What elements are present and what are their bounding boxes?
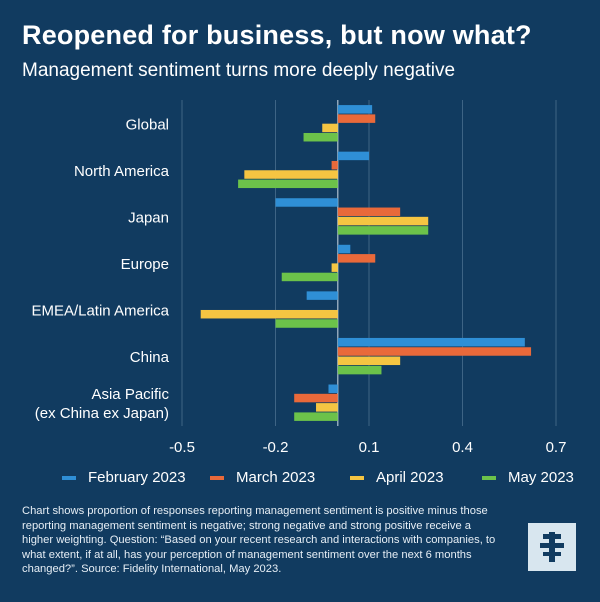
x-tick-label: -0.2 <box>263 439 289 456</box>
bar-april-2023 <box>337 356 401 366</box>
bar-february-2023 <box>337 105 373 114</box>
bar-may-2023 <box>281 272 338 282</box>
footnote: Chart shows proportion of responses repo… <box>22 505 496 576</box>
legend-item-february: February 2023 <box>62 469 186 486</box>
legend-swatch <box>350 475 364 480</box>
bar-april-2023 <box>322 123 338 133</box>
x-tick-label: -0.5 <box>169 439 195 456</box>
legend-swatch <box>482 475 496 480</box>
bar-chart: Global North America Japan Europe EMEA/Latin… <box>31 100 567 456</box>
bar-april-2023 <box>337 216 429 226</box>
bar-march-2023 <box>337 114 376 123</box>
bar-march-2023 <box>331 160 338 170</box>
legend-item-may: May 2023 <box>482 469 574 486</box>
legend-label: February 2023 <box>88 469 186 486</box>
category-label: (ex China ex Japan) <box>35 405 169 422</box>
bar-february-2023 <box>337 337 525 347</box>
bar-march-2023 <box>337 207 401 217</box>
legend: February 2023 March 2023 April 2023 May … <box>62 469 582 491</box>
legend-swatch <box>62 475 76 480</box>
category-label: China <box>130 349 170 366</box>
category-label: Europe <box>121 256 169 273</box>
bar-april-2023 <box>331 263 338 272</box>
chart-title: Reopened for business, but now what? <box>22 20 532 50</box>
bar-may-2023 <box>275 319 338 328</box>
bar-april-2023 <box>244 170 338 179</box>
bar-march-2023 <box>337 254 376 263</box>
category-label: EMEA/Latin America <box>31 303 169 320</box>
bar-march-2023 <box>294 393 338 403</box>
bar-february-2023 <box>275 198 338 207</box>
bar-february-2023 <box>306 291 338 300</box>
bar-february-2023 <box>328 384 338 394</box>
category-label: North America <box>74 163 170 180</box>
bar-february-2023 <box>337 244 351 254</box>
bar-may-2023 <box>337 365 382 375</box>
bar-march-2023 <box>337 347 532 356</box>
fidelity-logo-icon <box>528 523 576 571</box>
bar-april-2023 <box>200 309 338 319</box>
legend-swatch <box>210 475 224 480</box>
bar-february-2023 <box>337 151 369 161</box>
bar-april-2023 <box>316 403 338 412</box>
category-label: Japan <box>128 209 169 226</box>
legend-label: May 2023 <box>508 469 574 486</box>
bar-may-2023 <box>238 179 338 189</box>
category-label: Global <box>126 116 169 133</box>
bar-may-2023 <box>294 412 338 421</box>
bar-may-2023 <box>303 132 338 142</box>
category-label: Asia Pacific <box>91 386 169 403</box>
legend-item-april: April 2023 <box>350 469 444 486</box>
x-tick-label: 0.7 <box>546 439 567 456</box>
bar-may-2023 <box>337 226 429 235</box>
x-tick-label: 0.4 <box>452 439 473 456</box>
chart-subtitle: Management sentiment turns more deeply n… <box>22 60 456 81</box>
legend-item-march: March 2023 <box>210 469 315 486</box>
legend-label: March 2023 <box>236 469 316 486</box>
legend-label: April 2023 <box>376 469 444 486</box>
x-tick-label: 0.1 <box>359 439 380 456</box>
